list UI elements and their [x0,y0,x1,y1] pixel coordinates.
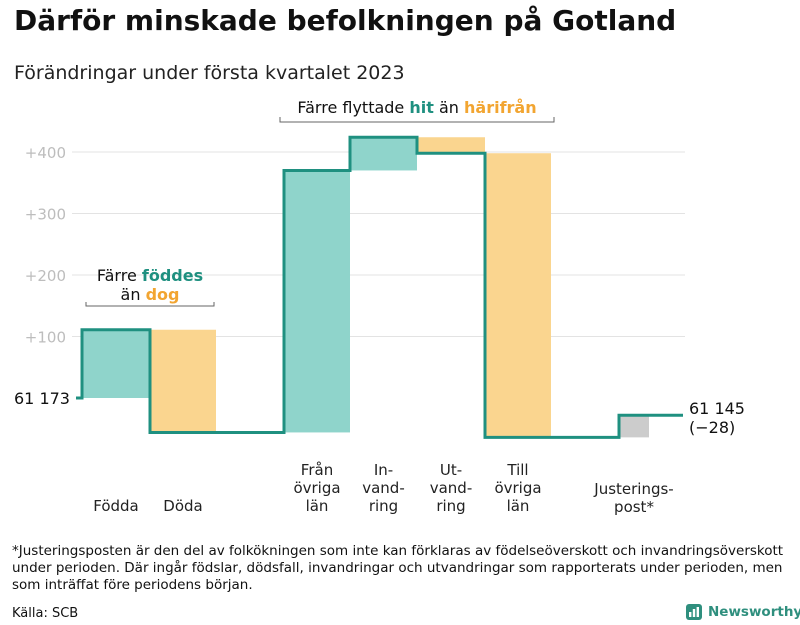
waterfall-bar [619,415,649,438]
y-tick-label: +300 [25,206,66,224]
category-label: Justerings-post* [593,480,673,516]
y-tick-label: +400 [25,144,66,162]
annotation-top: Färre flyttade hit än härifrån [297,98,536,117]
y-tick-label: +100 [25,329,66,347]
category-label: Från övriga län [293,461,340,515]
brand-logo: Newsworthy [686,604,800,620]
annotation-bracket [279,117,555,123]
annotation-left: Färre föddes än dog [97,266,203,304]
category-label: Döda [163,497,202,515]
brand-name: Newsworthy [708,604,800,620]
waterfall-bar [350,137,417,171]
waterfall-bar [150,329,216,433]
waterfall-bar [284,170,350,433]
newsworthy-logo-icon [686,604,702,620]
chart-subtitle: Förändringar under första kvartalet 2023 [14,62,405,84]
category-label: Ut-vand-ring [430,461,473,515]
chart-title: Därför minskade befolkningen på Gotland [14,4,677,37]
source-label: Källa: SCB [12,606,79,621]
cumulative-step-line [76,135,683,439]
end-value-label: 61 145 (−28) [689,399,745,437]
category-label: In-vand-ring [362,461,405,515]
waterfall-bar [82,329,150,398]
waterfall-bar [417,137,485,154]
waterfall-chart: +100 +200 +300 +400 Födda Döda Från övriga län I… [14,98,745,516]
waterfall-bar [485,153,551,438]
y-tick-label: +200 [25,267,66,285]
category-label: Till övriga län [494,461,541,515]
footnote: *Justeringsposten är den del av folkökni… [12,543,784,593]
category-label: Födda [93,497,139,515]
start-value-label: 61 173 [14,389,70,408]
annotation-bracket [85,302,215,307]
